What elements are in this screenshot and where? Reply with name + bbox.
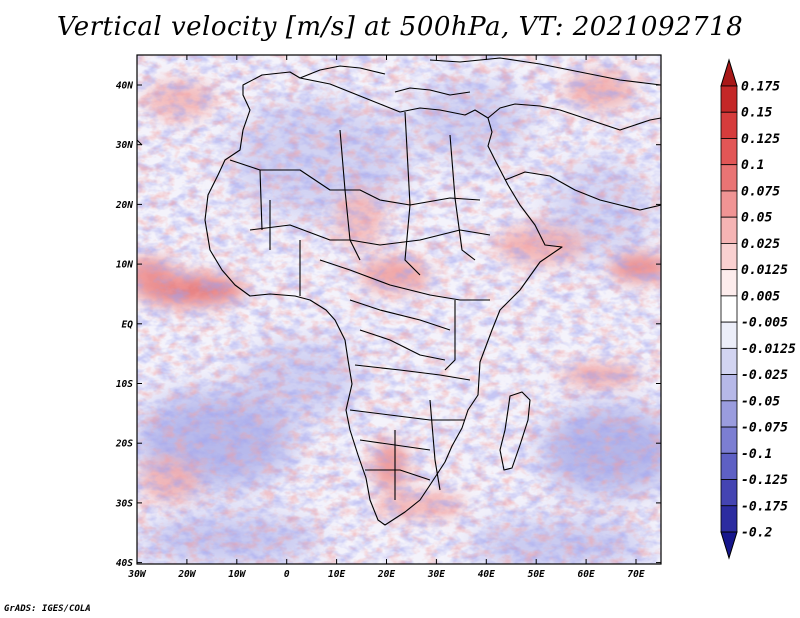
- chart-title: Vertical velocity [m/s] at 500hPa, VT: 2…: [56, 12, 744, 42]
- colorbar-label: 0.025: [741, 237, 780, 252]
- colorbar-segment: [720, 138, 738, 166]
- lon-label: 50E: [528, 569, 545, 580]
- colorbar-segment: [720, 243, 738, 271]
- colorbar-segment: [720, 347, 738, 375]
- colorbar-label: 0.175: [741, 80, 780, 95]
- colorbar-label: 0.15: [741, 106, 772, 121]
- colorbar-top-arrow: [720, 58, 738, 87]
- lon-label: 40E: [478, 569, 495, 580]
- colorbar-label: -0.025: [741, 368, 788, 383]
- colorbar-segment: [720, 216, 738, 244]
- colorbar-label: -0.0125: [741, 342, 796, 357]
- lon-label: 70E: [627, 569, 644, 580]
- axis-ticks: [136, 55, 661, 564]
- lon-label: 30E: [427, 569, 445, 580]
- colorbar-bottom-arrow: [720, 531, 738, 560]
- colorbar-segment: [720, 295, 738, 323]
- colorbar-label: 0.05: [741, 211, 772, 226]
- lat-label: 10N: [116, 260, 133, 271]
- colorbar-segment: [720, 321, 738, 349]
- colorbar-segment: [720, 505, 738, 533]
- lat-label: 10S: [116, 379, 133, 390]
- lat-label: 20S: [115, 439, 133, 450]
- colorbar-segment: [720, 479, 738, 507]
- vertical-velocity-field: [137, 55, 661, 564]
- colorbar-label: 0.005: [741, 289, 780, 304]
- lat-label: 40S: [116, 558, 133, 569]
- colorbar-labels: 0.175 0.15 0.125 0.1 0.075 0.05 0.025 0.0125 0.0…: [741, 80, 796, 541]
- lon-label: 20E: [377, 569, 395, 580]
- colorbar-segment: [720, 85, 738, 113]
- colorbar-label: -0.2: [741, 526, 772, 541]
- lon-label: 0: [284, 569, 290, 580]
- lon-label: 30W: [127, 569, 146, 580]
- lon-label: 10E: [328, 569, 345, 580]
- colorbar-label: 0.125: [741, 132, 780, 147]
- colorbar-label: 0.075: [741, 184, 780, 199]
- lat-label: 30N: [115, 140, 133, 151]
- colorbar-label: -0.075: [741, 421, 788, 436]
- colorbar-segment: [720, 400, 738, 428]
- lat-label: 40N: [116, 81, 133, 92]
- longitude-labels: 30W 20W 10W 0 10E 20E 30E 40E 50E 60E 70E: [127, 569, 644, 580]
- lon-label: 10W: [228, 569, 246, 580]
- colorbar-label: 0.0125: [741, 263, 788, 278]
- colorbar-segment: [720, 269, 738, 297]
- map-frame: [136, 54, 662, 565]
- colorbar-segment: [720, 190, 738, 218]
- colorbar-segment: [720, 452, 738, 480]
- lon-label: 20W: [177, 569, 196, 580]
- coastlines: [137, 57, 661, 526]
- latitude-labels: 40N 30N 20N 10N EQ 10S 20S 30S 40S: [115, 81, 133, 570]
- lat-label: 30S: [115, 498, 133, 509]
- grads-credit: GrADS: IGES/COLA: [4, 604, 91, 614]
- colorbar-label: -0.005: [741, 316, 788, 331]
- colorbar-label: -0.175: [741, 499, 788, 514]
- lat-label: EQ: [122, 319, 134, 330]
- colorbar-label: -0.1: [741, 447, 772, 462]
- colorbar-label: 0.1: [741, 158, 764, 173]
- colorbar-segment: [720, 426, 738, 454]
- colorbar-segment: [720, 111, 738, 139]
- colorbar-segment: [720, 164, 738, 192]
- colorbar: [720, 58, 738, 560]
- colorbar-label: -0.125: [741, 473, 788, 488]
- colorbar-segment: [720, 374, 738, 402]
- lat-label: 20N: [115, 200, 133, 211]
- colorbar-label: -0.05: [741, 394, 780, 409]
- lon-label: 60E: [578, 569, 595, 580]
